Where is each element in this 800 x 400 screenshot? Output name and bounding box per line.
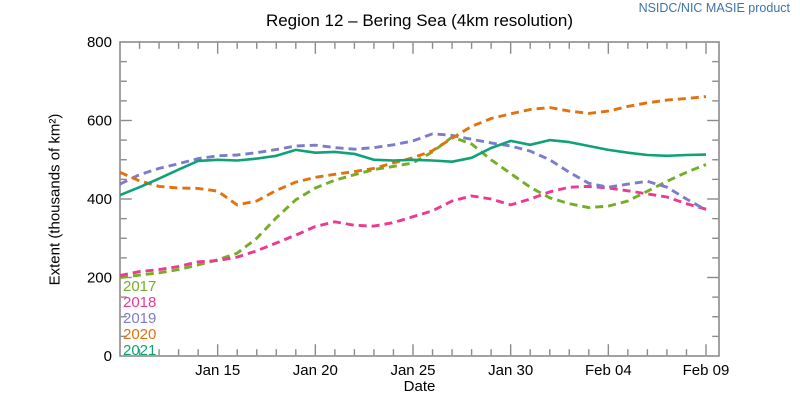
series-line-2021 [119,138,707,197]
x-tick-label: Jan 20 [293,362,338,379]
legend-label-2017: 2017 [123,278,156,295]
y-tick-label: 800 [87,34,112,51]
x-tick-label: Feb 09 [683,362,730,379]
x-tick-label: Jan 15 [195,362,240,379]
series-line-2017 [119,135,707,279]
legend-label-2018: 2018 [123,294,156,311]
series-line-2020 [119,95,707,207]
chart-title: Region 12 – Bering Sea (4km resolution) [265,11,574,30]
series-line-2018 [119,184,707,277]
y-tick-label: 600 [87,113,112,130]
plot-frame [119,41,720,357]
x-axis-title: Date [403,378,436,395]
y-tick-label: 200 [87,270,112,287]
product-label: NSIDC/NIC MASIE product [638,1,790,15]
y-tick-label: 0 [104,348,112,365]
y-axis-title: Extent (thousands of km²) [46,113,64,286]
legend-label-2021: 2021 [123,342,156,359]
legend-label-2020: 2020 [123,326,156,343]
y-tick-label: 400 [87,191,112,208]
x-tick-label: Jan 30 [488,362,533,379]
legend-label-2019: 2019 [123,310,156,327]
x-tick-label: Feb 04 [585,362,632,379]
series-line-2019 [119,132,707,212]
x-tick-label: Jan 25 [390,362,435,379]
